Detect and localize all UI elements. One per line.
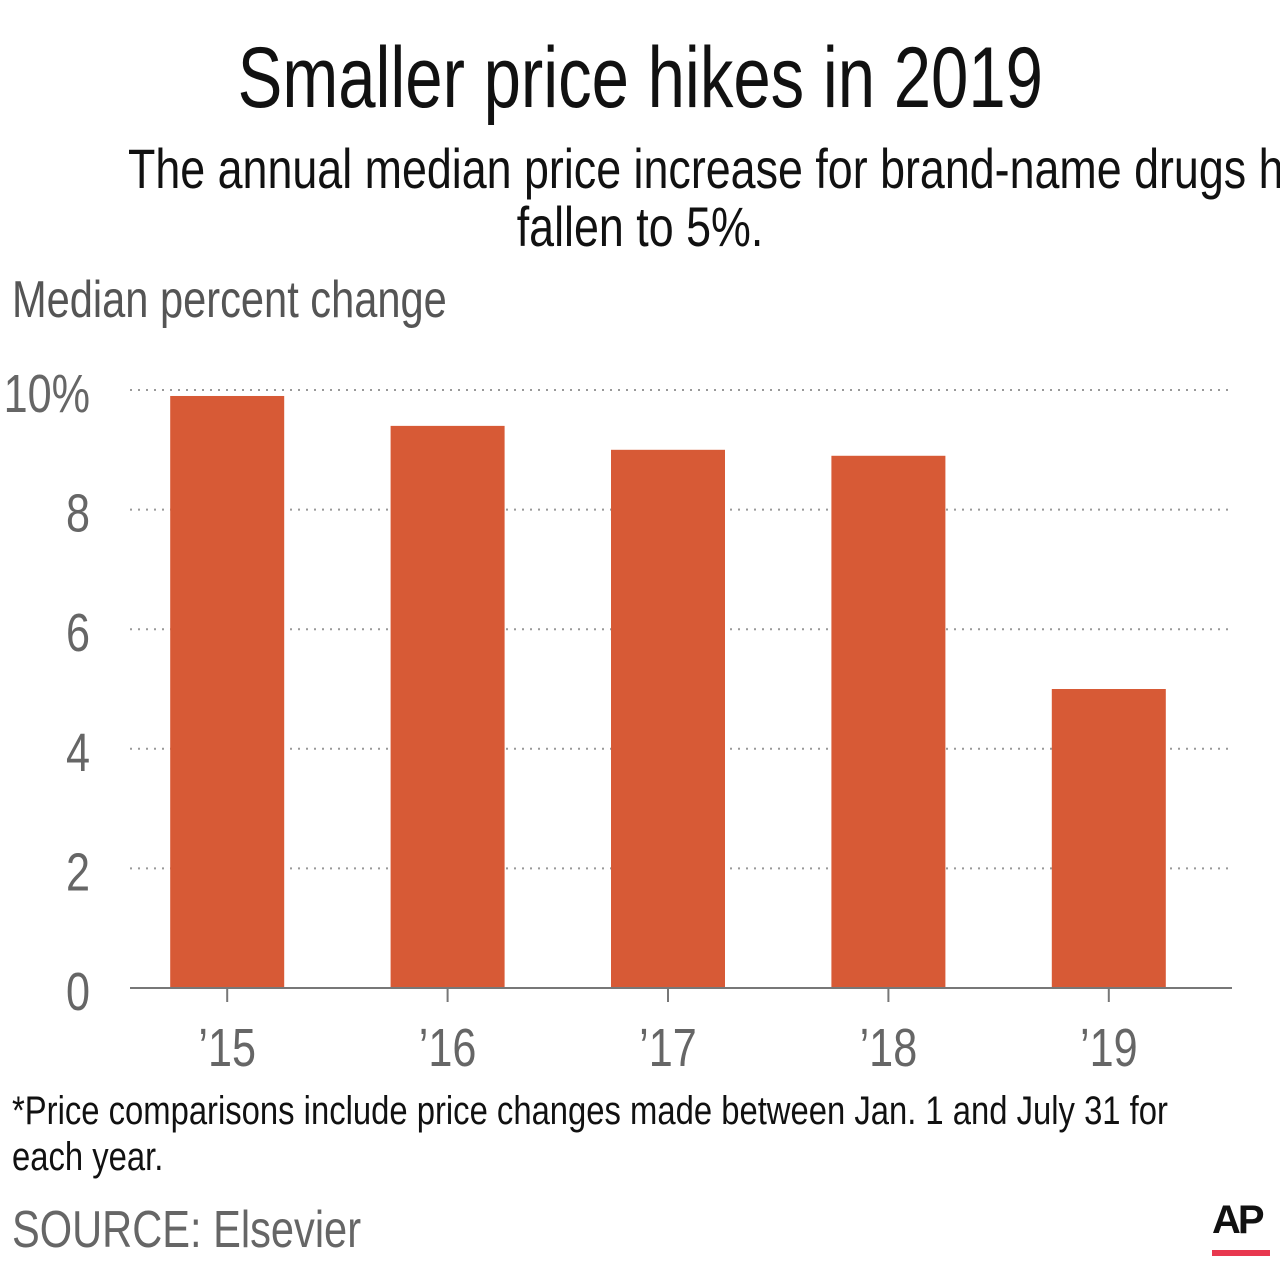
y-tick-label: 10%	[4, 365, 90, 425]
source: SOURCE: Elsevier	[12, 1200, 448, 1260]
footnote: *Price comparisons include price changes…	[12, 1089, 1168, 1179]
y-axis-label-text: Median percent change	[12, 271, 447, 329]
y-tick-label: 2	[66, 843, 90, 903]
y-axis-label: Median percent change	[12, 270, 556, 330]
bar	[390, 425, 505, 988]
x-tick-label: ’18	[860, 1019, 918, 1079]
x-tick-label: ’19	[1080, 1019, 1138, 1079]
ap-logo-text: AP	[1212, 1198, 1265, 1242]
ap-logo-underline	[1212, 1250, 1270, 1256]
bar-chart: 0 2 4 6 8 10% ’15 ’16 ’17 ’18 ’19	[4, 365, 1232, 1079]
x-tick-label: ’17	[639, 1019, 697, 1079]
chart-title: Smaller price hikes in 2019	[0, 28, 1280, 128]
x-tick-label: ’15	[198, 1019, 256, 1079]
bar	[831, 455, 946, 988]
y-tick-label: 6	[66, 604, 90, 664]
chart-title-text: Smaller price hikes in 2019	[237, 30, 1043, 126]
y-tick-label: 0	[66, 963, 90, 1023]
bar	[1051, 689, 1166, 988]
ap-logo: AP	[1212, 1200, 1272, 1260]
subtitle-line-2: fallen to 5%.	[516, 195, 764, 258]
x-tick-label: ’16	[419, 1019, 477, 1079]
bar	[611, 449, 725, 988]
source-text: SOURCE: Elsevier	[12, 1201, 362, 1259]
chart-subtitle: The annual median price increase for bra…	[0, 140, 1280, 256]
subtitle-line-1: The annual median price increase for bra…	[128, 137, 1280, 200]
y-tick-label: 8	[66, 484, 90, 544]
bar	[170, 395, 285, 989]
y-tick-label: 4	[66, 723, 90, 783]
